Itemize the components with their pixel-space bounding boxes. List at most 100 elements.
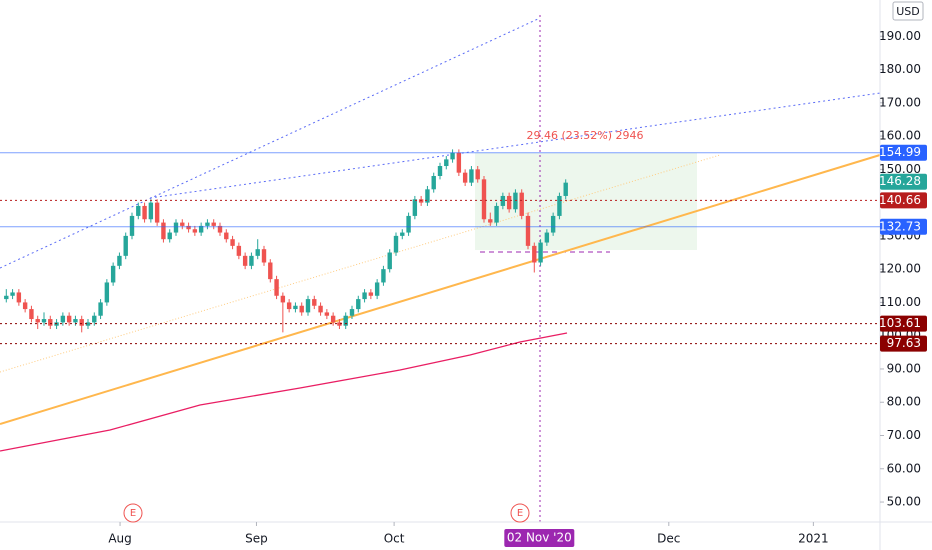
y-tick-label: 50.00 [887, 495, 921, 509]
candle-body [79, 319, 84, 326]
candle-body [400, 232, 405, 236]
candle-body [186, 225, 191, 230]
candle-body [180, 222, 185, 226]
drawings [0, 15, 881, 522]
event-label: E [517, 508, 523, 519]
event-marker: E [123, 503, 143, 523]
candle-body [41, 319, 47, 323]
candle-body [16, 292, 22, 303]
candles [4, 149, 568, 333]
price-label: 97.63 [887, 336, 921, 350]
currency: USD [896, 5, 920, 18]
candle-body [538, 242, 543, 263]
y-tick-label: 150.00 [879, 162, 921, 176]
y-tick-label: 120.00 [879, 262, 921, 276]
moving-average [0, 332, 568, 452]
candle-body [104, 282, 110, 303]
candle-body [60, 315, 66, 323]
candle-body [456, 152, 462, 173]
candle-body [500, 195, 506, 206]
candle-body [249, 255, 254, 266]
price-label: 140.66 [879, 193, 921, 207]
candle-body [98, 302, 103, 316]
candle-body [205, 222, 210, 226]
candle-body [393, 235, 399, 253]
candle-body [494, 205, 499, 223]
price-label: 146.28 [879, 174, 921, 188]
candle-body [198, 225, 204, 233]
candle-body [349, 309, 355, 316]
candle-body [437, 166, 443, 176]
candle-body [261, 249, 267, 263]
crosshair-label-box [504, 529, 575, 547]
candle-body [217, 225, 223, 233]
candle-body [123, 235, 128, 256]
candle-body [173, 222, 179, 233]
candle-body [4, 295, 9, 300]
candle-body [513, 192, 518, 210]
candle-body [29, 309, 34, 320]
candle-body [475, 169, 480, 180]
candle-body [356, 299, 361, 310]
candle-body [469, 169, 474, 183]
candle-body [236, 245, 242, 256]
candle-body [66, 315, 72, 323]
event-marker: E [510, 503, 530, 523]
price-label-box [880, 192, 927, 209]
candle-body [274, 279, 279, 296]
candle-body [268, 262, 273, 280]
y-tick-label: 190.00 [879, 29, 921, 43]
candle-body [519, 192, 524, 216]
x-tick-label: Dec [657, 532, 680, 546]
trend-line [0, 154, 721, 373]
candle-body [381, 269, 386, 283]
currency-box[interactable] [892, 1, 924, 21]
candle-body [550, 215, 556, 233]
candle-body [73, 319, 78, 323]
candle-body [35, 319, 40, 323]
candle-body [167, 232, 172, 240]
candle-body [211, 222, 216, 226]
x-tick-label: 2021 [798, 532, 829, 546]
candle-body [255, 249, 260, 256]
candle-body [299, 305, 304, 313]
candle-body [224, 232, 229, 240]
price-label-box [880, 315, 927, 332]
candle-body [242, 255, 248, 266]
candle-body [148, 202, 154, 220]
trend-line [0, 154, 881, 425]
candle-body [506, 195, 512, 210]
candle-body [544, 232, 550, 243]
candle-body [488, 219, 493, 223]
candle-body [10, 292, 15, 296]
y-tick-label: 90.00 [887, 361, 921, 375]
candle-body [192, 229, 198, 233]
price-label: 103.61 [879, 316, 921, 330]
candle-body [444, 159, 449, 167]
candle-body [129, 215, 135, 236]
candle-body [557, 195, 562, 216]
candle-body [418, 199, 424, 203]
y-tick-label: 60.00 [887, 461, 921, 475]
candle-body [318, 305, 323, 313]
y-tick-label: 110.00 [879, 295, 921, 309]
candle-body [462, 172, 468, 183]
candle-body [481, 179, 487, 220]
candle-body [343, 315, 348, 326]
candle-body [412, 199, 418, 216]
event-label: E [130, 508, 136, 519]
candle-body [280, 295, 286, 303]
candle-body [425, 189, 430, 203]
measure-box [475, 153, 697, 250]
candle-body [293, 305, 298, 310]
candle-body [532, 245, 537, 263]
candle-body [563, 182, 568, 196]
candle-body [337, 322, 342, 326]
candle-body [110, 265, 116, 283]
y-tick-label: 80.00 [887, 395, 921, 409]
measure-label: 29.46 (23.52%) 2946 [526, 129, 643, 142]
candle-body [374, 282, 380, 296]
candle-body [22, 302, 28, 310]
candle-body [136, 205, 141, 216]
candle-body [305, 299, 311, 313]
